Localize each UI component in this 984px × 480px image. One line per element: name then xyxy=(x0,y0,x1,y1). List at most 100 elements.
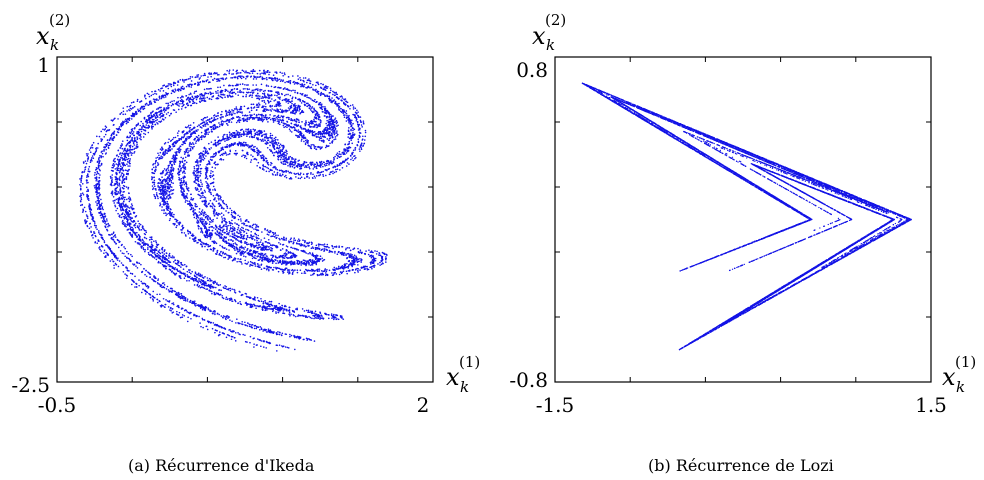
data-point xyxy=(320,122,322,124)
data-point xyxy=(247,118,249,120)
data-point xyxy=(315,85,317,87)
data-point xyxy=(260,76,262,78)
data-point xyxy=(237,78,239,80)
data-point xyxy=(168,104,170,106)
data-point xyxy=(129,197,131,199)
data-point xyxy=(330,114,332,116)
data-point xyxy=(103,218,105,220)
data-point xyxy=(289,156,291,158)
data-point xyxy=(111,234,113,236)
data-point xyxy=(232,112,234,114)
data-point xyxy=(215,92,217,94)
data-point xyxy=(294,127,296,129)
data-point xyxy=(124,150,126,152)
data-point xyxy=(294,90,296,92)
data-point xyxy=(119,113,121,115)
data-point xyxy=(316,264,318,266)
data-point xyxy=(226,70,228,72)
data-point xyxy=(268,102,270,104)
data-point xyxy=(195,142,197,144)
data-point xyxy=(292,247,294,249)
data-point xyxy=(136,144,138,146)
data-point xyxy=(282,158,284,160)
data-point xyxy=(140,108,142,110)
data-point xyxy=(304,167,306,169)
data-point xyxy=(385,258,387,260)
plot-frame-a xyxy=(57,57,433,382)
data-point xyxy=(152,185,154,187)
data-point xyxy=(305,142,307,144)
data-point xyxy=(139,263,141,265)
data-point xyxy=(112,200,114,202)
data-point xyxy=(152,189,154,191)
data-point xyxy=(168,165,170,167)
data-point xyxy=(196,161,198,163)
data-point xyxy=(188,94,190,96)
data-point xyxy=(222,297,224,299)
data-point xyxy=(119,179,121,181)
data-point xyxy=(167,103,169,105)
data-point xyxy=(110,137,112,139)
data-point xyxy=(292,75,294,77)
data-point xyxy=(124,248,126,250)
data-point xyxy=(144,233,146,235)
data-point xyxy=(102,209,104,211)
data-point xyxy=(300,172,302,174)
data-point xyxy=(294,92,296,94)
data-point xyxy=(226,135,228,137)
data-point xyxy=(166,107,168,109)
data-point xyxy=(157,157,159,159)
data-point xyxy=(304,84,306,86)
data-point xyxy=(137,220,139,222)
data-point xyxy=(281,345,283,347)
data-point xyxy=(335,171,337,173)
data-point xyxy=(136,136,138,138)
data-point xyxy=(161,248,163,250)
data-point xyxy=(159,98,161,100)
data-point xyxy=(284,72,286,74)
data-point xyxy=(253,89,255,91)
data-point xyxy=(208,160,210,162)
data-point xyxy=(189,78,191,80)
data-point xyxy=(325,123,327,125)
data-point xyxy=(336,130,338,132)
data-point xyxy=(213,241,215,243)
data-point xyxy=(279,124,281,126)
data-point xyxy=(299,77,301,79)
data-point xyxy=(229,151,231,153)
data-point xyxy=(362,267,364,269)
data-point xyxy=(210,194,212,196)
data-point xyxy=(128,196,130,198)
data-point xyxy=(239,121,241,123)
data-point xyxy=(234,113,236,115)
data-point xyxy=(86,191,88,193)
data-point xyxy=(362,145,364,147)
data-point xyxy=(242,334,244,336)
data-point xyxy=(265,253,267,255)
data-point xyxy=(293,270,295,272)
data-point xyxy=(247,261,249,263)
data-point xyxy=(282,75,284,77)
data-point xyxy=(239,216,241,218)
data-point xyxy=(213,178,215,180)
data-point xyxy=(300,315,302,317)
data-point xyxy=(234,242,236,244)
data-point xyxy=(89,223,91,225)
data-point xyxy=(262,257,264,259)
data-point xyxy=(277,139,279,141)
data-point xyxy=(244,157,246,159)
data-point xyxy=(325,147,327,149)
data-point xyxy=(161,113,163,115)
data-point xyxy=(91,160,93,162)
data-point xyxy=(326,169,328,171)
data-point xyxy=(251,94,253,96)
data-point xyxy=(263,249,265,251)
data-point xyxy=(159,293,161,295)
data-point xyxy=(231,212,233,214)
data-point xyxy=(212,207,214,209)
data-point xyxy=(215,287,217,289)
data-point xyxy=(98,232,100,234)
data-point xyxy=(174,259,176,261)
data-point xyxy=(142,242,144,244)
data-point xyxy=(122,207,124,209)
